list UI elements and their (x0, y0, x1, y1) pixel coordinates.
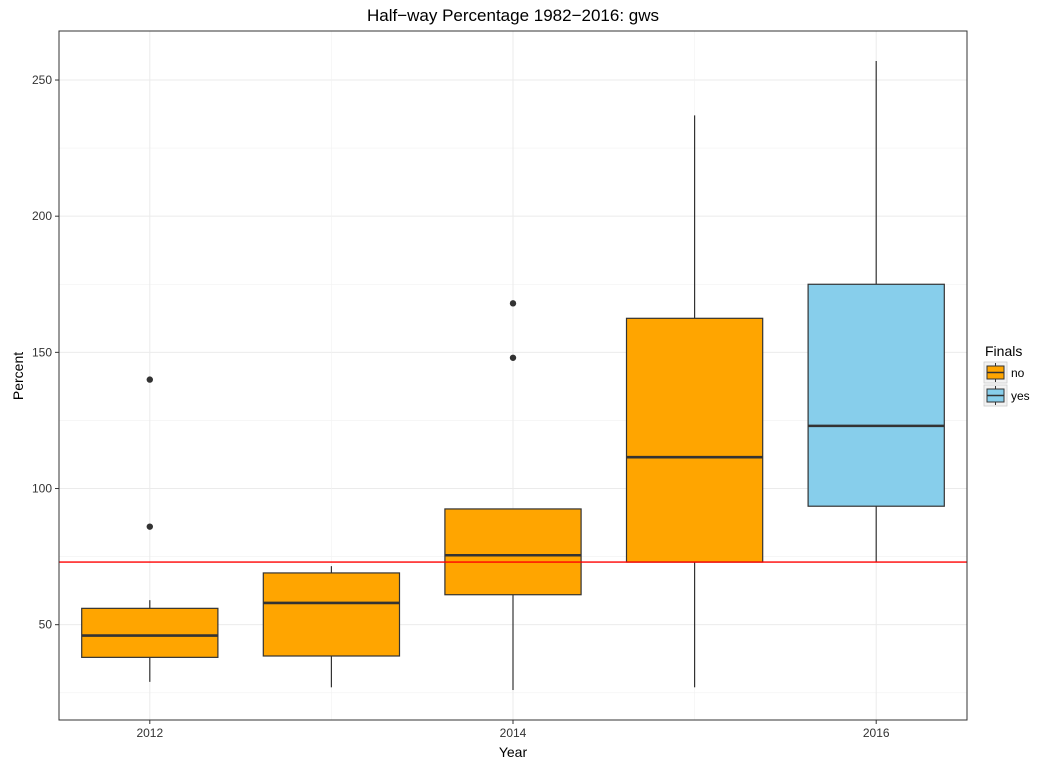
legend-title: Finals (985, 343, 1022, 359)
outlier-point (509, 354, 517, 361)
y-tick-label: 50 (39, 618, 53, 632)
box-iqr (625, 317, 764, 563)
box-2016 (807, 60, 945, 563)
y-tick-label: 100 (32, 482, 52, 496)
box-2013 (262, 566, 401, 688)
y-axis: 50 100 150 200 250 (32, 73, 59, 632)
box-iqr (807, 283, 945, 507)
x-tick-label: 2012 (136, 726, 163, 740)
y-tick-label: 200 (32, 209, 52, 223)
x-axis-title: Year (499, 744, 528, 760)
legend-label-no: no (1011, 366, 1025, 380)
box-iqr (444, 508, 582, 596)
box-2014 (444, 300, 582, 691)
y-tick-label: 150 (32, 345, 52, 359)
box-2015 (625, 115, 764, 688)
box-iqr (262, 572, 401, 657)
x-axis: 2012 2014 2016 (136, 720, 890, 740)
legend-key-no (983, 361, 1008, 384)
y-tick-label: 250 (32, 73, 52, 87)
boxes (81, 60, 945, 691)
legend-key-yes (983, 384, 1008, 407)
x-tick-label: 2014 (500, 726, 527, 740)
outlier-point (509, 300, 517, 307)
y-axis-title: Percent (10, 352, 26, 400)
outlier-point (146, 523, 153, 530)
box-2012 (81, 376, 219, 682)
x-tick-label: 2016 (863, 726, 890, 740)
box-iqr (81, 607, 219, 658)
legend-label-yes: yes (1011, 389, 1030, 403)
outlier-point (146, 376, 153, 383)
chart-title: Half−way Percentage 1982−2016: gws (367, 6, 659, 25)
legend: Finals no yes (983, 343, 1030, 407)
